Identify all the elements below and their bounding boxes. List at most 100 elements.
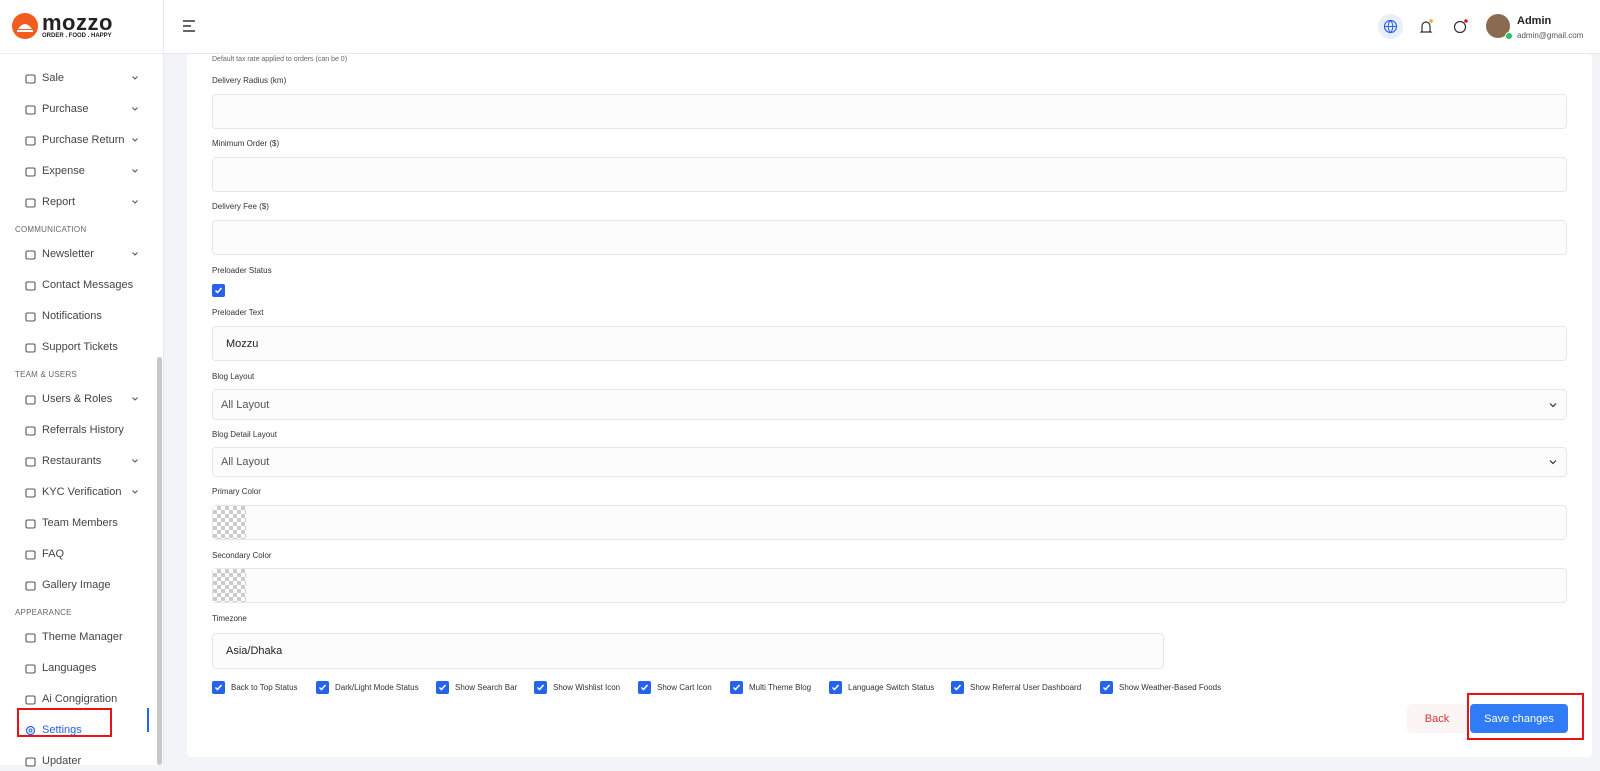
toggle-label: Dark/Light Mode Status — [335, 682, 419, 692]
checkbox — [730, 680, 743, 694]
checkbox — [212, 680, 225, 694]
status-dot — [1505, 32, 1513, 40]
sidebar: mozzo ORDER . FOOD . HAPPY Sale Purchase P… — [0, 0, 164, 767]
toggle-label: Show Wishlist Icon — [553, 682, 621, 692]
input[interactable] — [212, 157, 1567, 192]
header: Admin admin@gmail.com — [164, 0, 1600, 54]
nav-label: Languages — [42, 662, 97, 674]
field-label: Secondary Color — [212, 551, 272, 560]
highlight-box — [17, 708, 112, 737]
nav-label: Referrals History — [42, 424, 124, 436]
nav-label: Users & Roles — [42, 393, 113, 405]
toggle-label: Language Switch Status — [848, 682, 935, 692]
user-email: admin@gmail.com — [1517, 31, 1584, 40]
toggle[interactable]: Show Wishlist Icon — [534, 679, 620, 695]
nav-item[interactable]: Languages — [25, 658, 145, 678]
nav-label: Updater — [42, 755, 82, 767]
nav-label: Restaurants — [42, 455, 102, 467]
divider — [0, 53, 163, 54]
input[interactable]: Mozzu — [212, 326, 1567, 361]
field-label: Timezone — [212, 614, 247, 623]
toggle[interactable]: Show Search Bar — [436, 679, 517, 695]
nav-label: Gallery Image — [42, 579, 111, 591]
field-value: All Layout — [221, 398, 270, 411]
brand-name: mozzo — [42, 10, 113, 35]
nav-label: Settings — [42, 724, 82, 736]
select[interactable]: All Layout — [212, 389, 1567, 420]
brand-tagline: ORDER . FOOD . HAPPY — [42, 33, 112, 39]
checkbox — [1100, 680, 1113, 694]
nav-item[interactable]: FAQ — [25, 544, 145, 564]
nav-item[interactable]: KYC Verification — [25, 482, 145, 502]
field-label: Delivery Fee ($) — [212, 202, 269, 211]
nav-label: Notifications — [42, 310, 102, 322]
nav-item[interactable]: Team Members — [25, 513, 145, 533]
field-label: Primary Color — [212, 487, 261, 496]
field-value: Asia/Dhaka — [226, 645, 283, 657]
notifications-button[interactable] — [1414, 15, 1438, 39]
input[interactable]: Asia/Dhaka — [212, 633, 1164, 669]
toggle[interactable]: Language Switch Status — [829, 679, 934, 695]
nav-item[interactable]: Referrals History — [25, 420, 145, 440]
section-title: APPEARANCE — [15, 608, 72, 617]
nav-label: Purchase — [42, 103, 89, 115]
nav-item[interactable]: Newsletter — [25, 244, 145, 264]
nav-item[interactable]: Settings — [25, 720, 145, 740]
nav-item[interactable]: Restaurants — [25, 451, 145, 471]
toggle[interactable]: Multi Theme Blog — [730, 679, 811, 695]
back-button[interactable]: Back — [1407, 704, 1467, 733]
hint: Default tax rate applied to orders (can … — [212, 56, 348, 63]
nav-item[interactable]: Report — [25, 192, 145, 212]
language-button[interactable] — [1378, 14, 1403, 39]
input[interactable] — [212, 505, 1567, 540]
nav-label: Purchase Return — [42, 134, 125, 146]
nav-label: Sale — [42, 72, 65, 84]
input[interactable] — [212, 568, 1567, 603]
nav-item[interactable]: Expense — [25, 161, 145, 181]
toggle[interactable]: Show Referral User Dashboard — [951, 679, 1081, 695]
color-swatch — [213, 569, 246, 602]
checkbox — [951, 680, 964, 694]
nav-item[interactable]: Contact Messages — [25, 275, 145, 295]
toggle-label: Show Search Bar — [455, 682, 518, 692]
input[interactable] — [212, 220, 1567, 255]
checkbox — [316, 680, 329, 694]
checkbox — [534, 680, 547, 694]
nav-label: Expense — [42, 165, 85, 177]
section-title: TEAM & USERS — [15, 370, 77, 379]
toggle[interactable]: Dark/Light Mode Status — [316, 679, 419, 695]
menu-toggle[interactable] — [182, 19, 198, 33]
messages-button[interactable] — [1448, 15, 1472, 39]
color-swatch — [213, 506, 246, 539]
logo-glyph — [17, 24, 33, 32]
nav-item[interactable]: Gallery Image — [25, 575, 145, 595]
toggle[interactable]: Show Cart Icon — [638, 679, 712, 695]
nav-item[interactable]: Purchase Return — [25, 130, 145, 150]
nav-item[interactable]: Theme Manager — [25, 627, 145, 647]
toggle[interactable]: Show Weather-Based Foods — [1100, 679, 1221, 695]
toggle-label: Back to Top Status — [231, 682, 298, 692]
nav-item[interactable]: Ai Congigration — [25, 689, 145, 709]
toggle-label: Show Weather-Based Foods — [1119, 682, 1222, 692]
toggle-label: Show Cart Icon — [657, 682, 712, 692]
active-indicator — [147, 708, 149, 732]
nav-item[interactable]: Updater — [25, 751, 145, 771]
nav-item[interactable]: Users & Roles — [25, 389, 145, 409]
nav-item[interactable]: Purchase — [25, 99, 145, 119]
nav-label: Report — [42, 196, 76, 208]
section-title: COMMUNICATION — [15, 225, 87, 234]
nav-item[interactable]: Support Tickets — [25, 337, 145, 357]
nav-label: Support Tickets — [42, 341, 118, 353]
select[interactable]: All Layout — [212, 447, 1567, 477]
checkbox — [829, 680, 842, 694]
nav-label: Newsletter — [42, 248, 94, 260]
nav-item[interactable]: Sale — [25, 68, 145, 88]
nav-label: KYC Verification — [42, 486, 122, 498]
field-value: Mozzu — [226, 337, 259, 350]
scrollbar — [157, 357, 162, 765]
checkbox[interactable] — [212, 284, 225, 297]
toggle[interactable]: Back to Top Status — [212, 679, 298, 695]
save-button[interactable]: Save changes — [1470, 704, 1568, 733]
input[interactable] — [212, 94, 1567, 129]
nav-item[interactable]: Notifications — [25, 306, 145, 326]
